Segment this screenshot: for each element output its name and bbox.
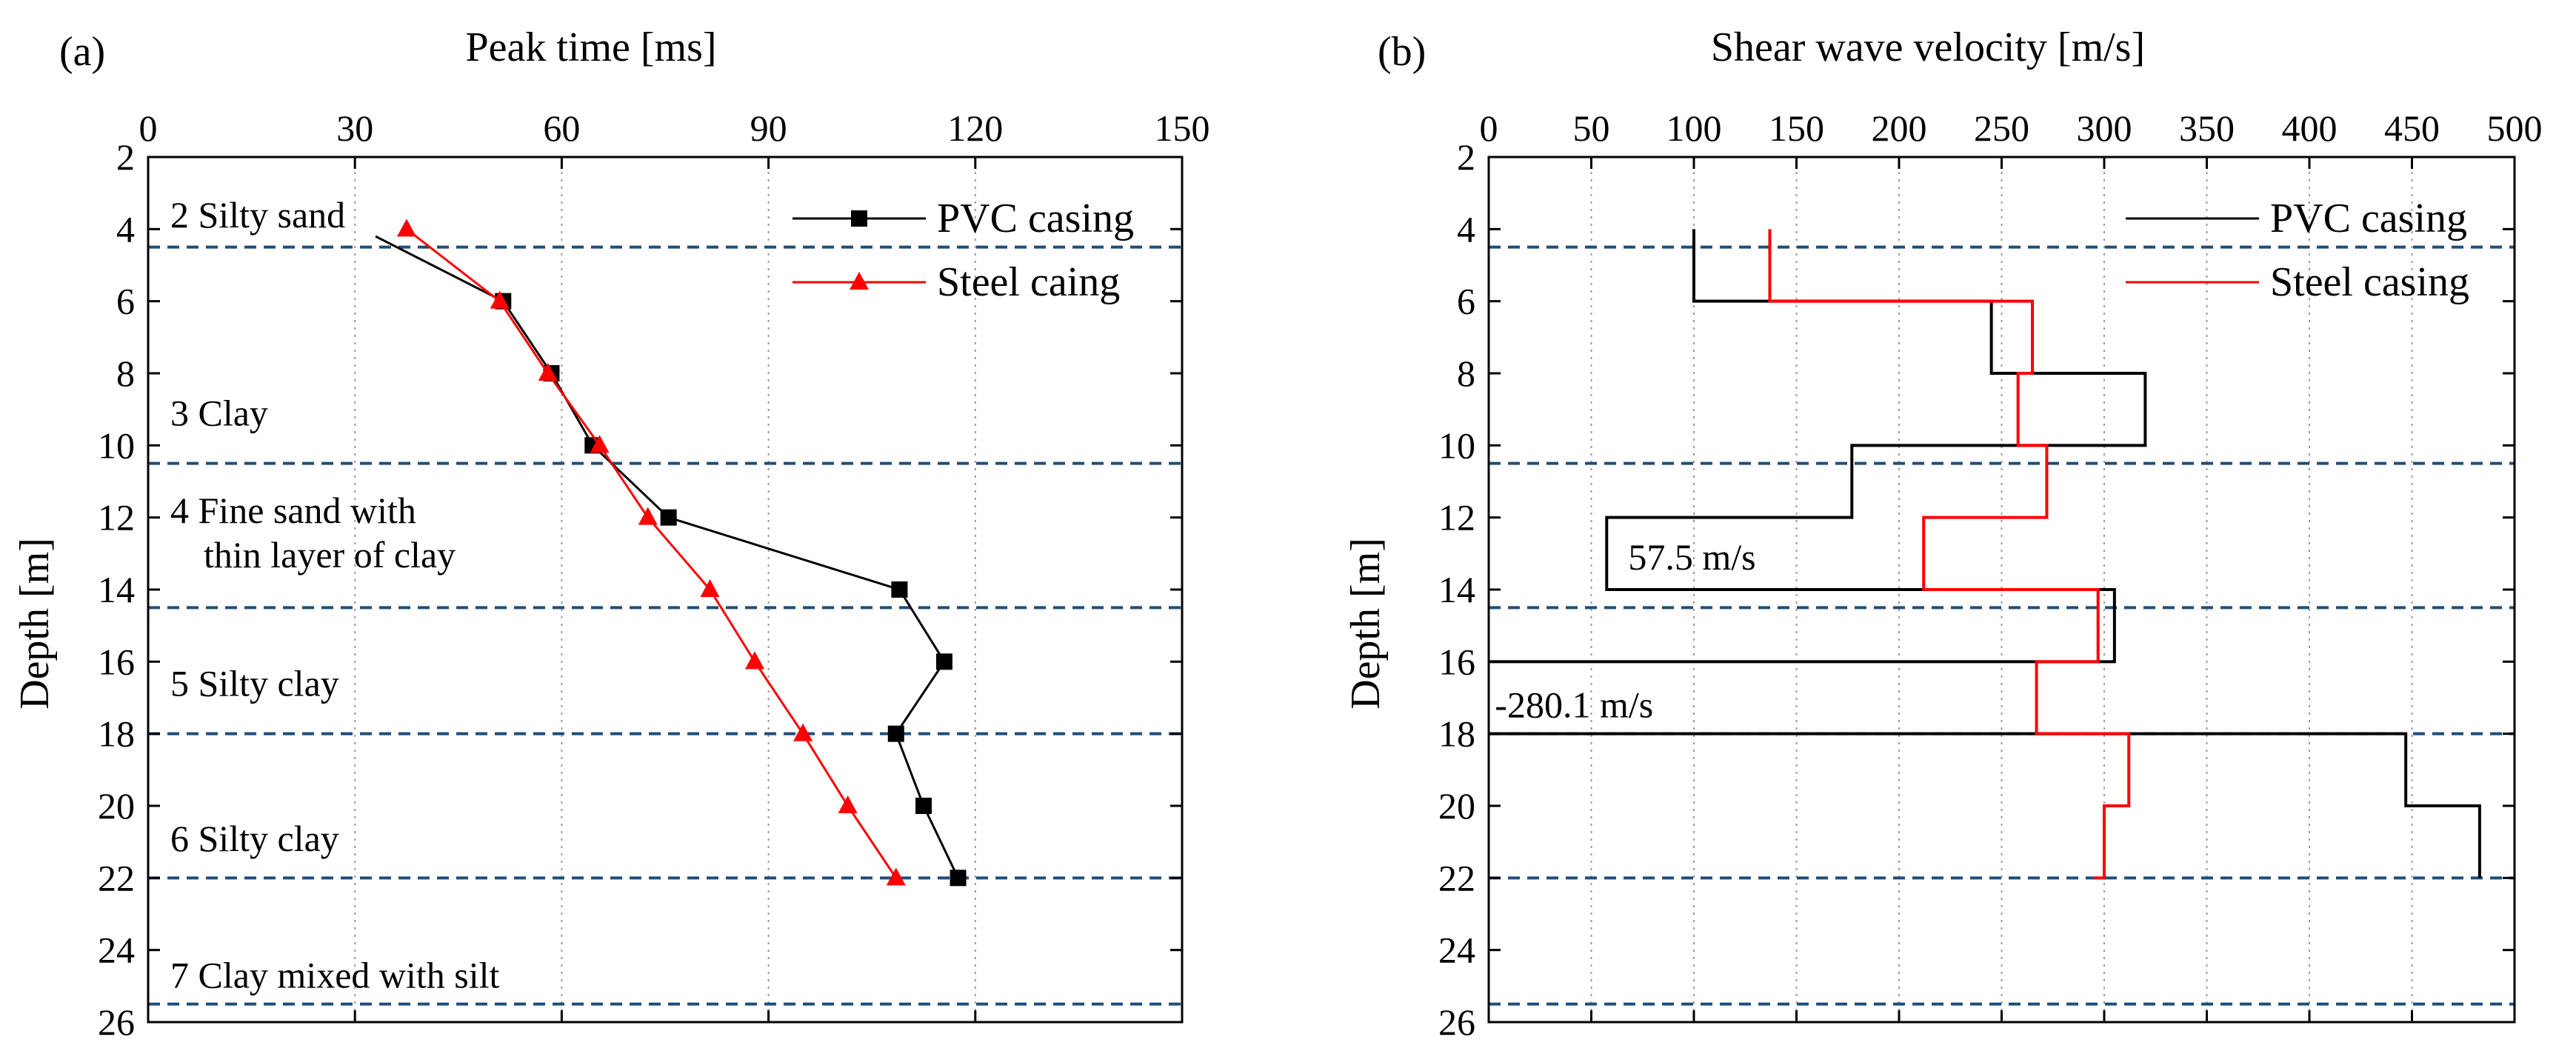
panel-b-x-tick-label: 0	[1480, 107, 1498, 149]
panel-a-x-tick-label: 0	[139, 107, 158, 149]
panel-b-x-tick-label: 200	[1872, 107, 1927, 149]
panel-b-annotation: 57.5 m/s	[1628, 536, 1755, 578]
panel-a-series-area	[375, 218, 967, 887]
panel-b-x-tick-label: 350	[2179, 107, 2235, 149]
panel-b-x-tick-label: 250	[1974, 107, 2029, 149]
panel-b-y-tick-label: 20	[1438, 785, 1475, 827]
panel-a-legend-marker	[850, 272, 869, 290]
panel-a-point-steel	[700, 579, 720, 597]
panel-a-point-steel	[538, 363, 558, 381]
panel-a-label: (a)	[59, 29, 105, 75]
panel-b-x-axis-title: Shear wave velocity [m/s]	[1711, 24, 2145, 70]
panel-a-series-line-steel	[406, 228, 898, 879]
panel-b-y-tick-label: 22	[1438, 857, 1475, 898]
panel-b-y-tick-label: 2	[1457, 136, 1475, 178]
panel-b-series-line-steel	[1768, 229, 2131, 880]
panel-b-x-tick-label: 400	[2282, 107, 2338, 149]
panel-a-y-tick-label: 20	[98, 785, 135, 827]
panel-a-x-tick-label: 60	[543, 107, 580, 149]
panel-a-y-tick-label: 18	[98, 713, 135, 755]
panel-a-point-pvc	[950, 870, 967, 887]
panel-a-point-steel	[590, 435, 610, 453]
panel-a-legend: PVC casing Steel caing	[793, 196, 1134, 305]
panel-a-x-axis-title: Peak time [ms]	[465, 24, 716, 70]
panel-a-y-tick-label: 26	[98, 1001, 135, 1043]
panel-b-x-tick-label: 100	[1666, 107, 1722, 149]
panel-a-y-tick-label: 24	[98, 930, 135, 971]
panel-a-y-tick-label: 16	[98, 641, 135, 682]
panel-a-layer-label: 2 Silty sand	[170, 194, 345, 236]
panel-a-y-axis-title: Depth [m]	[12, 538, 58, 710]
panel-a-point-steel	[638, 507, 658, 525]
panel-b-y-tick-label: 18	[1438, 713, 1475, 755]
panel-a-y-tick-label: 10	[98, 424, 135, 466]
panel-a-y-tick-label: 6	[116, 281, 135, 322]
panel-a-point-pvc	[935, 653, 952, 670]
panel-b-x-tick-label: 150	[1769, 107, 1824, 149]
panel-a-point-steel	[490, 290, 510, 309]
panel-b-series-line-pvc	[1489, 229, 2481, 878]
panel-a-layer-label: 5 Silty clay	[170, 663, 339, 704]
panel-a-point-steel	[397, 218, 416, 237]
panel-b-series-area	[1489, 229, 2481, 880]
panel-a-y-tick-label: 14	[98, 569, 135, 610]
panel-a-y-tick-label: 8	[116, 353, 135, 394]
panel-a-series-line-pvc	[375, 235, 959, 878]
panel-a-point-pvc	[891, 581, 908, 598]
panel-a-chart: (a) Peak time [ms] Depth [m] 0 30 60 90 120 1…	[12, 24, 1210, 1043]
panel-b-y-tick-label: 24	[1438, 930, 1475, 971]
panel-a-layer-label: thin layer of clay	[204, 534, 456, 575]
panel-b-y-tick-label: 4	[1457, 208, 1475, 250]
panel-b-y-tick-label: 8	[1457, 353, 1475, 394]
panel-a-y-tick-label: 4	[116, 208, 135, 250]
panel-a-x-tick-label: 90	[750, 107, 787, 149]
panel-a-y-tick-label: 12	[98, 497, 135, 538]
panel-a-layer-label: 6 Silty clay	[170, 818, 339, 859]
panel-b-x-tick-label: 50	[1573, 107, 1610, 149]
panel-a-point-pvc	[887, 725, 904, 742]
panel-b-x-tick-label: 500	[2487, 107, 2543, 149]
panel-a-point-pvc	[915, 798, 932, 814]
panel-b-y-tick-label: 14	[1438, 569, 1475, 610]
panel-b-y-tick-label: 10	[1438, 424, 1475, 466]
panel-a-y-tick-label: 2	[116, 136, 135, 178]
panel-a-point-steel	[838, 795, 858, 813]
panel-b-y-axis-title: Depth [m]	[1343, 538, 1389, 710]
panel-b-legend-label: PVC casing	[2270, 196, 2467, 241]
panel-a-legend-label: Steel caing	[937, 259, 1120, 305]
panel-b-annotation: -280.1 m/s	[1495, 684, 1653, 726]
panel-b-x-tick-label: 450	[2384, 107, 2440, 149]
panel-b-legend-label: Steel casing	[2270, 259, 2469, 305]
panel-b-chart: (b) Shear wave velocity [m/s] Depth [m] …	[1343, 24, 2543, 1043]
panel-b-x-tick-label: 300	[2077, 107, 2132, 149]
panel-b-y-tick-label: 12	[1438, 497, 1475, 538]
panel-a-layer-label: 7 Clay mixed with silt	[170, 955, 500, 996]
panel-a-point-steel	[886, 867, 906, 886]
panel-b-y-tick-label: 26	[1438, 1001, 1475, 1043]
panel-a-x-tick-label: 150	[1155, 107, 1210, 149]
panel-a-x-tick-label: 30	[336, 107, 373, 149]
panel-b-label: (b)	[1378, 29, 1426, 75]
panel-b-legend: PVC casing Steel casing	[2126, 196, 2469, 305]
panel-a-y-tick-label: 22	[98, 857, 135, 898]
panel-a-x-tick-label: 120	[947, 107, 1003, 149]
panel-a-layer-label: 3 Clay	[170, 393, 268, 434]
panel-a-legend-marker	[851, 210, 867, 227]
panel-a-point-steel	[744, 651, 764, 670]
panel-a-point-steel	[793, 723, 813, 741]
panel-a-point-pvc	[660, 509, 677, 526]
panel-b-y-tick-label: 16	[1438, 641, 1475, 682]
panel-a-layer-label: 4 Fine sand with	[170, 490, 416, 531]
panel-a-legend-label: PVC casing	[937, 196, 1134, 241]
panel-b-y-tick-label: 6	[1457, 281, 1475, 322]
